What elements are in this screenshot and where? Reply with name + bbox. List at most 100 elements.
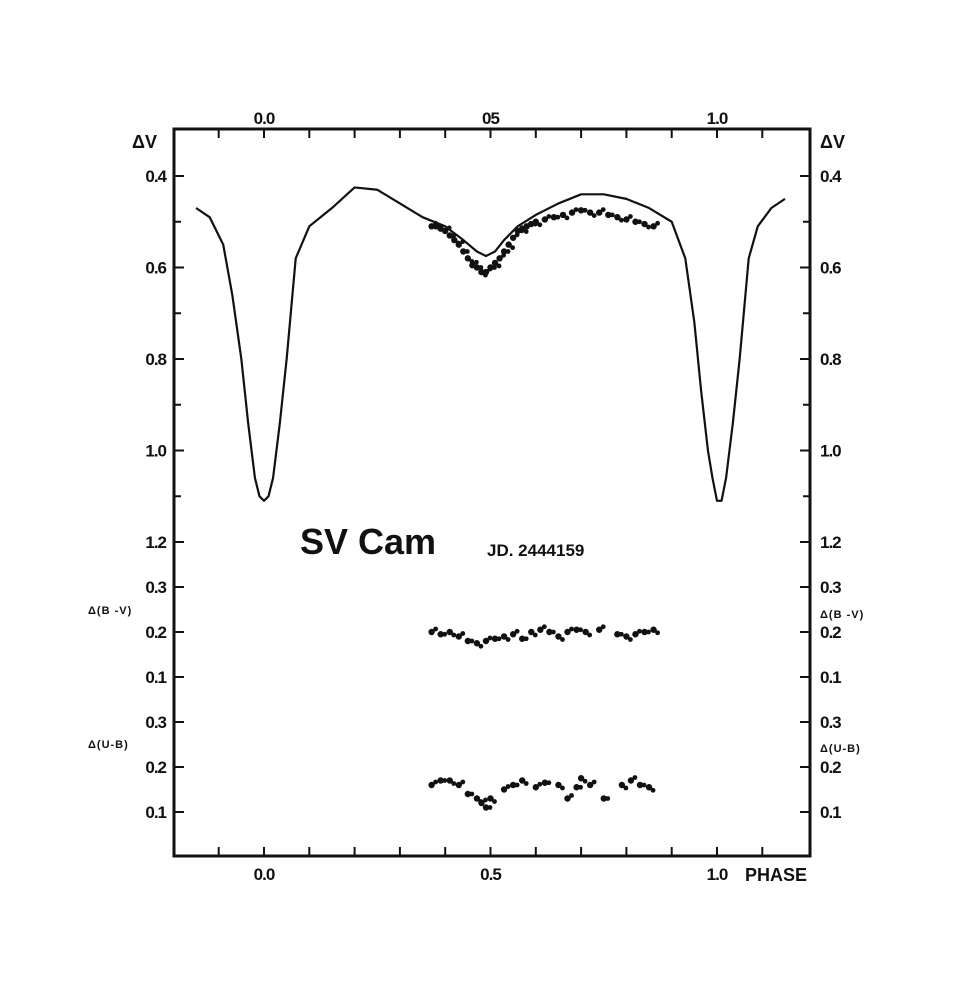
data-point xyxy=(596,626,603,633)
data-point xyxy=(437,631,444,638)
data-point xyxy=(519,777,526,784)
data-point xyxy=(478,265,484,270)
data-point xyxy=(600,795,607,802)
data-point xyxy=(578,627,583,633)
data-point xyxy=(460,248,467,255)
data-point xyxy=(509,234,517,241)
data-point xyxy=(650,787,656,793)
data-point xyxy=(483,797,488,803)
data-point xyxy=(451,781,457,786)
data-point xyxy=(455,241,462,248)
data-point xyxy=(491,259,499,267)
data-point xyxy=(569,793,574,798)
data-point xyxy=(496,636,502,642)
y-axis-title-right: Δ(U-B) xyxy=(820,743,861,755)
data-point xyxy=(500,633,508,640)
data-point xyxy=(437,777,444,784)
data-point xyxy=(628,637,633,642)
data-point xyxy=(586,781,594,789)
data-point xyxy=(537,781,543,787)
data-point xyxy=(641,220,648,228)
x-axis-title: PHASE xyxy=(745,865,807,885)
data-point xyxy=(641,628,648,636)
data-point xyxy=(460,239,466,245)
y-tick-label-right: 0.1 xyxy=(820,803,841,822)
data-point xyxy=(451,236,458,244)
data-point xyxy=(559,211,567,219)
x-tick-label-top: 1.0 xyxy=(707,109,728,128)
y-tick-label-right: 0.4 xyxy=(820,167,842,186)
y-tick-label: 0.2 xyxy=(145,758,166,777)
y-axis-title-right: ΔV xyxy=(820,132,845,152)
data-point xyxy=(623,216,630,223)
data-point xyxy=(446,232,453,239)
data-point xyxy=(600,624,606,630)
data-point xyxy=(505,784,511,789)
data-point xyxy=(645,784,653,791)
data-point xyxy=(510,245,516,251)
data-point xyxy=(614,631,621,638)
data-point xyxy=(478,799,485,807)
y-axis-title: Δ(B -V) xyxy=(88,605,132,617)
data-point xyxy=(627,777,635,784)
data-point xyxy=(492,799,497,804)
y-tick-label-right: 0.6 xyxy=(820,259,841,278)
data-point xyxy=(591,779,597,785)
model-curve xyxy=(195,186,786,502)
data-point xyxy=(637,628,642,634)
data-point xyxy=(550,213,558,221)
plot-frame xyxy=(172,127,812,858)
data-point xyxy=(442,227,449,235)
data-point xyxy=(586,209,594,216)
data-point xyxy=(555,214,561,220)
y-axis-title: Δ(U-B) xyxy=(88,739,129,751)
data-point xyxy=(546,214,552,219)
data-point xyxy=(609,212,615,218)
data-point xyxy=(532,632,538,638)
data-point xyxy=(650,223,657,230)
data-point xyxy=(482,804,490,811)
data-point xyxy=(568,209,576,216)
y-tick-label-right: 0.3 xyxy=(820,578,841,597)
data-point xyxy=(532,784,539,791)
data-point xyxy=(496,263,502,269)
data-point xyxy=(442,631,448,637)
y-tick-label: 0.3 xyxy=(145,578,166,597)
y-tick-label-right: 0.2 xyxy=(820,623,841,642)
y-tick-label: 1.2 xyxy=(145,533,166,552)
data-point xyxy=(428,628,435,636)
y-tick-label: 0.1 xyxy=(145,668,166,687)
data-point xyxy=(460,631,466,636)
data-point xyxy=(478,643,484,649)
data-point xyxy=(628,214,633,219)
data-point xyxy=(469,638,475,644)
data-point xyxy=(446,628,453,636)
axis-labels: 0.0 0.5 1.0 0.0 05 1.0 0.4 0.6 0.8 1.0 1.2 0.4 0.6 0.… xyxy=(88,109,863,884)
data-point xyxy=(528,628,535,636)
data-point xyxy=(632,218,639,225)
chart-title: SV Cam xyxy=(300,521,436,562)
data-point xyxy=(541,216,549,223)
x-tick-label: 1.0 xyxy=(707,865,728,884)
data-point xyxy=(573,626,580,633)
data-point xyxy=(582,207,588,213)
data-point xyxy=(473,259,479,265)
chart-subtitle: JD. 2444159 xyxy=(487,541,584,560)
data-point xyxy=(623,633,630,640)
data-point xyxy=(514,628,520,634)
data-point xyxy=(496,255,503,262)
data-point xyxy=(487,264,494,271)
data-point xyxy=(650,626,657,633)
x-tick-label: 0.0 xyxy=(254,865,275,884)
data-point xyxy=(519,635,526,642)
data-point xyxy=(591,213,597,219)
y-tick-label-right: 0.3 xyxy=(820,713,841,732)
data-point xyxy=(433,626,439,632)
data-point xyxy=(492,265,497,270)
data-point xyxy=(632,775,638,780)
data-point xyxy=(473,264,481,271)
data-point xyxy=(455,781,462,789)
y-tick-label-right: 1.0 xyxy=(820,442,841,461)
data-point xyxy=(482,637,490,645)
y-tick-label: 1.0 xyxy=(145,442,166,461)
